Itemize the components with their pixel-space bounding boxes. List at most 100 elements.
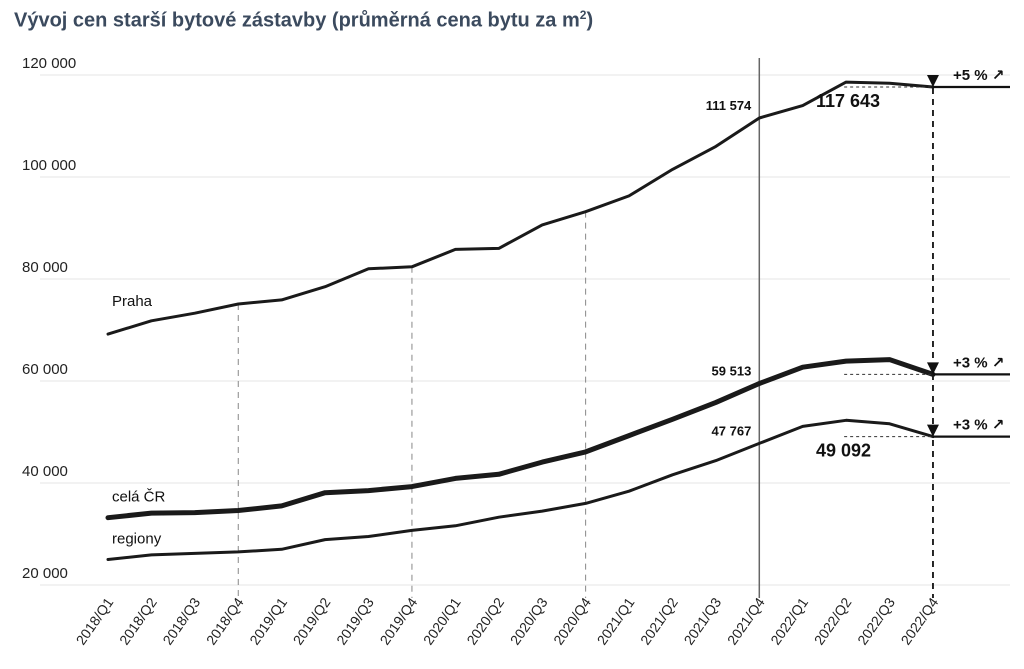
data-point — [845, 81, 847, 83]
data-point — [281, 299, 283, 301]
y-tick-label: 100 000 — [22, 157, 76, 174]
x-tick-label: 2018/Q4 — [203, 594, 247, 647]
chart-title-text: Vývoj cen starší bytové zástavby (průměr… — [14, 9, 580, 32]
data-point — [411, 266, 413, 268]
value-label-2021q4: 59 513 — [712, 363, 752, 378]
x-tick-label: 2021/Q2 — [637, 594, 681, 647]
x-tick-label: 2020/Q3 — [507, 594, 551, 647]
x-tick-label: 2020/Q4 — [550, 594, 594, 647]
down-arrow-icon — [926, 424, 939, 437]
y-tick-label: 80 000 — [22, 259, 68, 276]
y-tick-label: 120 000 — [22, 55, 76, 72]
data-point — [367, 535, 370, 538]
data-point — [671, 474, 674, 476]
data-point — [541, 461, 543, 463]
vertical-guides — [237, 58, 934, 598]
data-point — [758, 117, 760, 119]
data-point — [194, 511, 196, 514]
x-tick-label: 2021/Q1 — [594, 594, 638, 647]
down-arrow-icon — [926, 362, 939, 375]
data-point — [498, 473, 500, 475]
percent-change-label: +5 % ↗ — [953, 67, 1004, 84]
series-label-praha: Praha — [112, 293, 153, 310]
data-point — [498, 247, 500, 249]
data-point — [281, 505, 283, 507]
x-tick-label: 2022/Q4 — [898, 594, 942, 647]
percent-change-label: +3 % ↗ — [953, 354, 1004, 371]
grid-lines — [40, 74, 1010, 586]
data-point — [454, 248, 456, 251]
data-point — [237, 303, 239, 305]
data-point — [324, 286, 326, 288]
x-tick-label: 2021/Q3 — [680, 594, 724, 647]
x-tick-label: 2020/Q2 — [463, 594, 507, 647]
data-point — [802, 366, 804, 368]
data-point — [585, 502, 587, 504]
annotations: 111 574 59 513 47 767 +5 % ↗ +3 % ↗ +3 % ↗ 117… — [706, 67, 1010, 461]
x-tick-label: 2018/Q3 — [159, 594, 203, 647]
data-point — [454, 525, 456, 527]
x-tick-label: 2020/Q1 — [420, 594, 464, 647]
x-axis-ticks: 2018/Q1 2018/Q2 2018/Q3 2018/Q4 2019/Q1 2019/… — [73, 594, 942, 647]
series-labels: Praha celá ČR regiony — [112, 293, 166, 547]
y-tick-label: 40 000 — [22, 463, 68, 480]
data-point — [367, 490, 370, 492]
data-point — [758, 442, 760, 444]
data-point — [411, 485, 413, 488]
x-tick-label: 2018/Q1 — [73, 594, 117, 647]
data-point — [758, 382, 760, 385]
value-label-2021q4: 47 767 — [712, 423, 752, 438]
x-tick-label: 2018/Q2 — [116, 594, 160, 647]
data-point — [585, 451, 587, 453]
data-point — [585, 211, 587, 213]
data-point — [237, 551, 239, 553]
data-point — [541, 510, 543, 512]
value-label-2022q4-praha: 117 643 — [816, 91, 880, 111]
data-point — [888, 358, 891, 361]
data-point — [845, 419, 847, 421]
data-point — [150, 320, 153, 322]
data-point — [715, 401, 717, 404]
data-point — [628, 434, 630, 437]
data-point — [281, 548, 283, 550]
data-point — [367, 268, 370, 270]
value-label-2021q4: 111 574 — [706, 98, 752, 113]
x-tick-label: 2022/Q2 — [811, 594, 855, 647]
data-point — [107, 517, 109, 519]
data-point — [107, 333, 109, 335]
x-tick-label: 2019/Q2 — [290, 594, 334, 647]
y-tick-label: 20 000 — [22, 565, 68, 582]
data-point — [237, 509, 239, 512]
regiony-line — [106, 418, 935, 561]
chart-title-close-paren: ) — [586, 9, 594, 32]
data-point — [541, 224, 543, 226]
value-label-2022q4-regiony: 49 092 — [816, 441, 871, 461]
data-point — [628, 490, 630, 492]
data-point — [671, 168, 674, 170]
cela-cr-line — [105, 357, 936, 521]
data-point — [628, 195, 630, 197]
series-label-cela-cr: celá ČR — [112, 489, 166, 506]
data-point — [150, 554, 153, 556]
data-point — [888, 82, 891, 84]
data-point — [454, 477, 456, 480]
data-point — [498, 516, 500, 518]
x-tick-label: 2019/Q4 — [376, 594, 420, 647]
data-point — [107, 558, 109, 561]
x-tick-label: 2021/Q4 — [724, 594, 768, 647]
data-point — [150, 512, 153, 514]
data-point — [845, 360, 847, 362]
x-tick-label: 2022/Q3 — [854, 594, 898, 647]
y-tick-label: 60 000 — [22, 361, 68, 378]
down-arrow-icon — [926, 75, 939, 88]
data-point — [888, 423, 891, 425]
data-point — [715, 145, 717, 147]
data-point — [411, 529, 413, 532]
data-point — [802, 425, 804, 427]
chart-title-superscript: 2 — [579, 8, 587, 22]
data-point — [324, 539, 326, 541]
percent-change-label: +3 % ↗ — [953, 417, 1004, 434]
data-point — [324, 492, 326, 494]
data-point — [715, 459, 717, 462]
